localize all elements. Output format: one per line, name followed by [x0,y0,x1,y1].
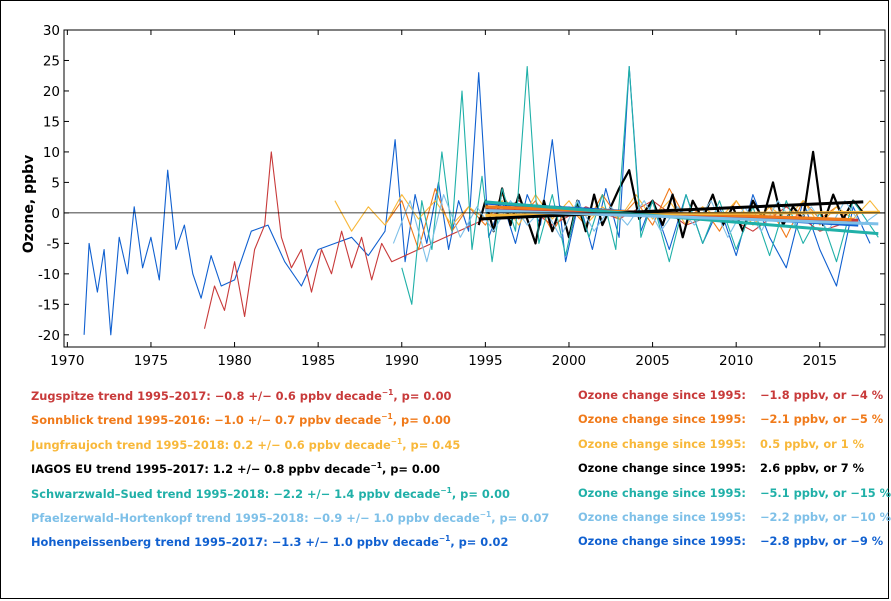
legend-trend-pvalue: , p= 0.02 [450,535,509,550]
legend-trend-5: Pfaelzerwald–Hortenkopf trend 1995–2018:… [31,510,549,530]
legend-change-value: −1.8 ppbv, or −4 % [759,388,884,402]
legend-change-2: Ozone change since 1995: 0.5 ppbv, or 1 % [578,437,864,457]
legend-change-3: Ozone change since 1995: 2.6 ppbv, or 7 % [578,461,864,481]
legend-trend-6: Hohenpeissenberg trend 1995–2017: −1.3 +… [31,534,508,554]
legend-change-label: Ozone change since 1995: [578,485,746,500]
legend-change-label: Ozone change since 1995: [578,461,746,476]
y-tick-label-5: 5 [51,175,60,191]
x-tick-label-4: 1990 [385,353,419,369]
legend-change-0: Ozone change since 1995: −1.8 ppbv, or −4… [578,388,883,408]
axis-layer: -20 -15 -10 -5 0 5 10 15 20 25 30 1970 1975 1980 1985 1… [38,23,886,369]
x-tick-label-6: 2000 [552,353,586,369]
y-tick-label-4: 0 [51,206,60,222]
legend-trend-sup: −1 [440,485,452,495]
legend-trend-sup: −1 [370,461,382,471]
legend-trend-pvalue: , p= 0.45 [402,437,461,452]
legend-trend-sup: −1 [438,534,451,544]
y-tick-label-9: 25 [43,53,60,69]
legend-change-label: Ozone change since 1995: [578,388,746,402]
legend-trend-text: Zugspitze trend 1995–2017: −0.8 +/− 0.6 … [31,388,382,403]
x-tick-label-7: 2005 [635,353,669,369]
legend-change-1: Ozone change since 1995: −2.1 ppbv, or −5… [578,412,883,432]
legend-change-label: Ozone change since 1995: [578,510,746,524]
y-tick-label-7: 15 [43,114,60,130]
legend-trend-4: Schwarzwald–Sued trend 1995–2018: −2.2 +… [31,486,510,506]
legend-change-value: −2.2 ppbv, or −10 % [759,510,891,524]
y-tick-label-0: -20 [38,328,60,344]
y-tick-label-3: -5 [47,236,60,252]
legend-change-value: 2.6 ppbv, or 7 % [759,461,865,476]
y-tick-label-8: 20 [43,84,60,100]
legend-trend-pvalue: , p= 0.07 [491,510,550,525]
series-line-5 [401,66,879,305]
y-tick-label-1: -15 [38,297,60,313]
legend-trend-sup: −1 [381,388,394,397]
legend-trend-text: IAGOS EU trend 1995–2017: 1.2 +/− 0.8 pp… [31,461,371,476]
x-tick-label-8: 2010 [719,353,753,369]
legend-change-value: −2.1 ppbv, or −5 % [759,412,884,427]
x-tick-label-3: 1985 [301,353,335,369]
legend-trend-1: Sonnblick trend 1995–2016: −1.0 +/− 0.7 … [31,412,451,432]
legend-trend-2: Jungfraujoch trend 1995–2018: 0.2 +/− 0.… [31,437,460,457]
y-axis-label: Ozone, ppbv [21,155,37,254]
legend-change-4: Ozone change since 1995: −5.1 ppbv, or −1… [578,486,891,506]
y-tick-label-2: -10 [38,267,60,283]
legend-trend-text: Jungfraujoch trend 1995–2018: 0.2 +/− 0.… [31,437,391,452]
legend-change-value: −2.8 ppbv, or −9 % [759,534,884,549]
legend-trend-text: Schwarzwald–Sued trend 1995–2018: −2.2 +… [31,486,441,501]
legend-change-label: Ozone change since 1995: [578,534,746,549]
series-layer [83,66,881,336]
legend-trend-pvalue: , p= 0.00 [393,388,452,403]
legend-trend-pvalue: , p= 0.00 [451,486,510,501]
x-tick-label-2: 1980 [217,353,251,369]
x-tick-label-9: 2015 [803,353,837,369]
y-tick-label-6: 10 [43,145,60,161]
x-tick-label-1: 1975 [134,353,168,369]
legend-trend-3: IAGOS EU trend 1995–2017: 1.2 +/− 0.8 pp… [31,461,440,481]
trend-line-4 [478,200,864,221]
legend-change-5: Ozone change since 1995: −2.2 ppbv, or −1… [578,510,891,530]
legend-trend-text: Pfaelzerwald–Hortenkopf trend 1995–2018:… [31,510,480,525]
legend-change-label: Ozone change since 1995: [578,412,746,427]
legend-trend-text: Hohenpeissenberg trend 1995–2017: −1.3 +… [31,535,439,550]
y-tick-label-10: 30 [43,23,60,39]
legend-trend-sup: −1 [381,412,393,422]
plot-box [63,29,886,348]
legend-trend-text: Sonnblick trend 1995–2016: −1.0 +/− 0.7 … [31,413,382,428]
legend-change-6: Ozone change since 1995: −2.8 ppbv, or −9… [578,534,883,554]
legend-trend-sup: −1 [479,510,492,519]
x-tick-label-5: 1995 [468,353,502,369]
legend-trend-sup: −1 [390,436,403,446]
x-tick-label-0: 1970 [50,353,84,369]
legend-change-value: −5.1 ppbv, or −15 % [759,485,891,500]
ozone-anomaly-chart: -20 -15 -10 -5 0 5 10 15 20 25 30 1970 1975 1980 1985 1… [21,23,886,369]
legend-change-value: 0.5 ppbv, or 1 % [759,436,865,451]
legend-trend-pvalue: , p= 0.00 [392,413,451,428]
legend-change-label: Ozone change since 1995: [578,436,746,451]
legend-trend-0: Zugspitze trend 1995–2017: −0.8 +/− 0.6 … [31,388,451,408]
legend-trend-pvalue: , p= 0.00 [381,461,441,476]
series-line-1 [203,151,859,329]
